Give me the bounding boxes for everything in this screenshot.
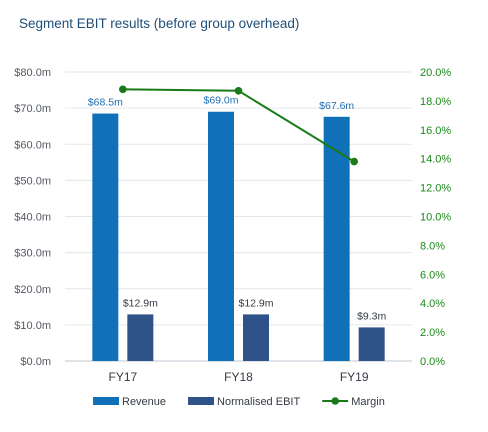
margin-point	[119, 85, 127, 94]
margin-point	[350, 157, 358, 166]
revenue-bar	[208, 111, 234, 361]
revenue-bar	[92, 113, 119, 361]
legend-label: Normalised EBIT	[217, 396, 300, 408]
y-right-tick-label: 8.0%	[420, 240, 445, 252]
y-right-tick-label: 20.0%	[420, 67, 451, 79]
y-right-tick-label: 4.0%	[420, 298, 445, 310]
y-right-tick-label: 2.0%	[420, 327, 445, 339]
ebit-bar	[243, 314, 269, 361]
y-right-tick-label: 18.0%	[420, 96, 451, 108]
y-right-tick-label: 14.0%	[420, 154, 451, 166]
x-axis: FY17 FY18 FY19	[108, 370, 368, 384]
ebit-data-label: $9.3m	[357, 310, 386, 322]
legend: Revenue Normalised EBIT Margin	[93, 396, 385, 408]
y-left-tick-label: $80.0m	[14, 67, 51, 79]
ebit-data-label: $12.9m	[123, 297, 158, 309]
y-left-tick-label: $0.0m	[20, 356, 51, 368]
margin-line	[119, 85, 358, 166]
y-left-tick-label: $60.0m	[14, 139, 51, 151]
revenue-data-label: $68.5m	[88, 97, 123, 109]
revenue-data-label: $67.6m	[319, 100, 354, 112]
x-tick-label: FY17	[108, 370, 137, 384]
legend-swatch	[93, 397, 119, 405]
bars: $68.5m $12.9m $69.0m $12.9m $67.6m $9.3m	[88, 95, 387, 361]
y-right-tick-label: 10.0%	[420, 212, 451, 224]
ebit-data-label: $12.9m	[238, 297, 273, 309]
legend-swatch-marker	[331, 397, 339, 405]
x-tick-label: FY19	[340, 370, 369, 384]
y-right-tick-label: 6.0%	[420, 269, 445, 281]
ebit-bar	[358, 327, 385, 361]
revenue-bar	[323, 116, 350, 361]
y-left-tick-label: $50.0m	[14, 175, 51, 187]
y-axis-left: $0.0m $10.0m $20.0m $30.0m $40.0m $50.0m $60.0…	[14, 67, 51, 368]
ebit-bar	[127, 314, 154, 361]
x-tick-label: FY18	[224, 370, 253, 384]
legend-swatch	[188, 397, 215, 405]
legend-label: Revenue	[122, 396, 166, 408]
y-left-tick-label: $20.0m	[14, 284, 51, 296]
gridlines	[65, 71, 412, 362]
y-right-tick-label: 0.0%	[420, 356, 445, 368]
y-left-tick-label: $30.0m	[14, 248, 51, 260]
legend-label: Margin	[351, 396, 385, 408]
y-axis-right: 0.0% 2.0% 4.0% 6.0% 8.0% 10.0% 12.0% 14.0% 16.0%…	[420, 67, 451, 368]
y-right-tick-label: 16.0%	[420, 125, 451, 137]
revenue-data-label: $69.0m	[203, 95, 238, 107]
y-left-tick-label: $40.0m	[14, 212, 51, 224]
margin-point	[234, 86, 243, 95]
y-left-tick-label: $10.0m	[14, 320, 51, 332]
y-right-tick-label: 12.0%	[420, 183, 451, 195]
chart-title: Segment EBIT results (before group overh…	[19, 16, 299, 31]
y-left-tick-label: $70.0m	[14, 103, 51, 115]
